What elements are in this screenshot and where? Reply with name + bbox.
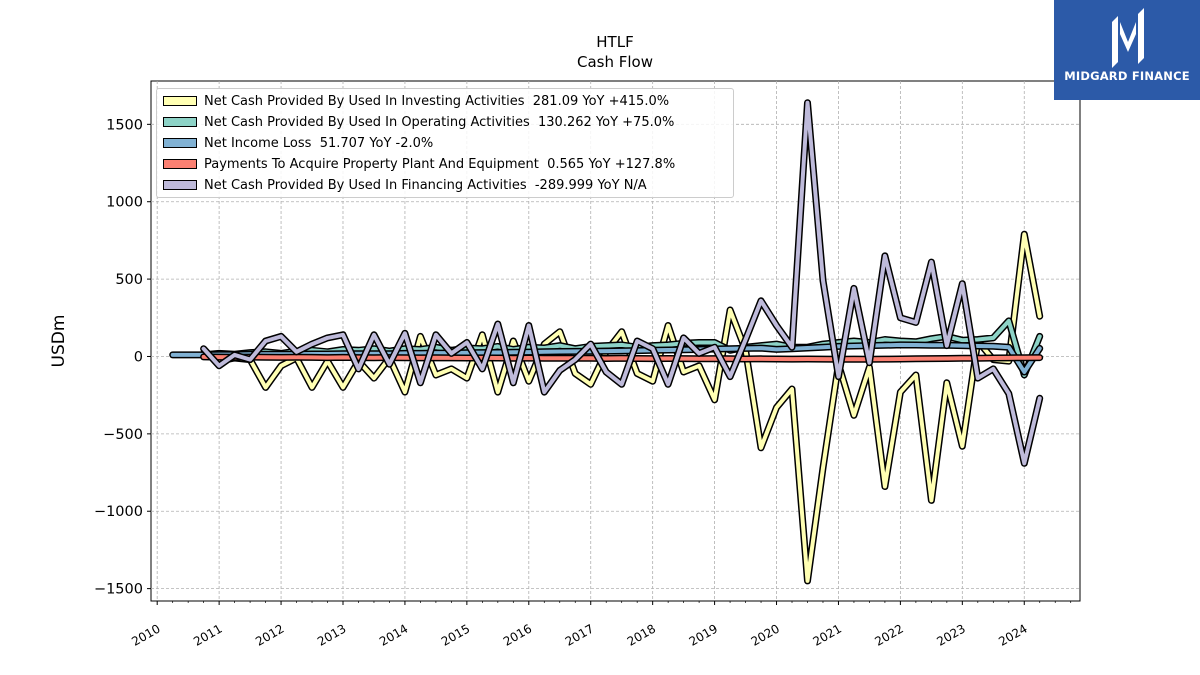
y-tick-label: −1000 (94, 504, 143, 520)
x-tick-label: 2012 (253, 621, 286, 648)
legend-swatch-investing (163, 96, 197, 106)
logo-text: MIDGARD FINANCE (1064, 69, 1190, 83)
chart-legend: Net Cash Provided By Used In Investing A… (156, 88, 734, 198)
x-tick-label: 2010 (129, 621, 162, 648)
y-axis-label: USDm (49, 315, 69, 368)
series-financing (200, 99, 1044, 467)
legend-item-operating: Net Cash Provided By Used In Operating A… (163, 113, 674, 131)
legend-label-operating: Net Cash Provided By Used In Operating A… (204, 114, 675, 130)
y-tick-label: −1500 (94, 582, 143, 598)
x-tick-label: 2019 (687, 621, 720, 648)
x-tick-label: 2018 (625, 621, 658, 648)
legend-label-capex: Payments To Acquire Property Plant And E… (204, 156, 676, 172)
legend-swatch-financing (163, 180, 197, 190)
chart-subtitle: Cash Flow (577, 53, 653, 71)
chart-title: HTLF (596, 33, 633, 51)
x-tick-label: 2015 (439, 621, 472, 648)
x-tick-label: 2022 (872, 621, 905, 648)
x-tick-label: 2013 (315, 621, 348, 648)
legend-label-net-income: Net Income Loss 51.707 YoY -2.0% (204, 135, 434, 151)
series-capex-line (201, 354, 1042, 362)
x-tick-label: 2021 (811, 621, 844, 648)
x-tick-label: 2020 (749, 621, 782, 648)
x-tick-label: 2024 (996, 621, 1029, 648)
y-tick-label: 0 (134, 349, 143, 365)
x-tick-label: 2023 (934, 621, 967, 648)
legend-item-net-income: Net Income Loss 51.707 YoY -2.0% (163, 134, 433, 152)
y-tick-label: −500 (103, 427, 143, 443)
legend-swatch-capex (163, 159, 197, 169)
series-layer (169, 99, 1044, 585)
brand-logo: MIDGARD FINANCE (1054, 0, 1200, 100)
midgard-logo-icon (1112, 8, 1144, 68)
y-tick-label: 1000 (106, 195, 143, 211)
y-tick-label: 1500 (106, 117, 143, 133)
series-capex (200, 353, 1044, 363)
legend-item-investing: Net Cash Provided By Used In Investing A… (163, 92, 669, 110)
legend-item-financing: Net Cash Provided By Used In Financing A… (163, 176, 647, 194)
x-tick-label: 2011 (191, 621, 224, 648)
x-tick-label: 2017 (563, 621, 596, 648)
x-tick-label: 2016 (501, 621, 534, 648)
legend-label-financing: Net Cash Provided By Used In Financing A… (204, 177, 647, 193)
legend-label-investing: Net Cash Provided By Used In Investing A… (204, 93, 670, 109)
legend-swatch-operating (163, 117, 197, 127)
legend-swatch-net-income (163, 138, 197, 148)
legend-item-capex: Payments To Acquire Property Plant And E… (163, 155, 675, 173)
x-tick-label: 2014 (377, 621, 410, 648)
y-tick-label: 500 (115, 272, 143, 288)
